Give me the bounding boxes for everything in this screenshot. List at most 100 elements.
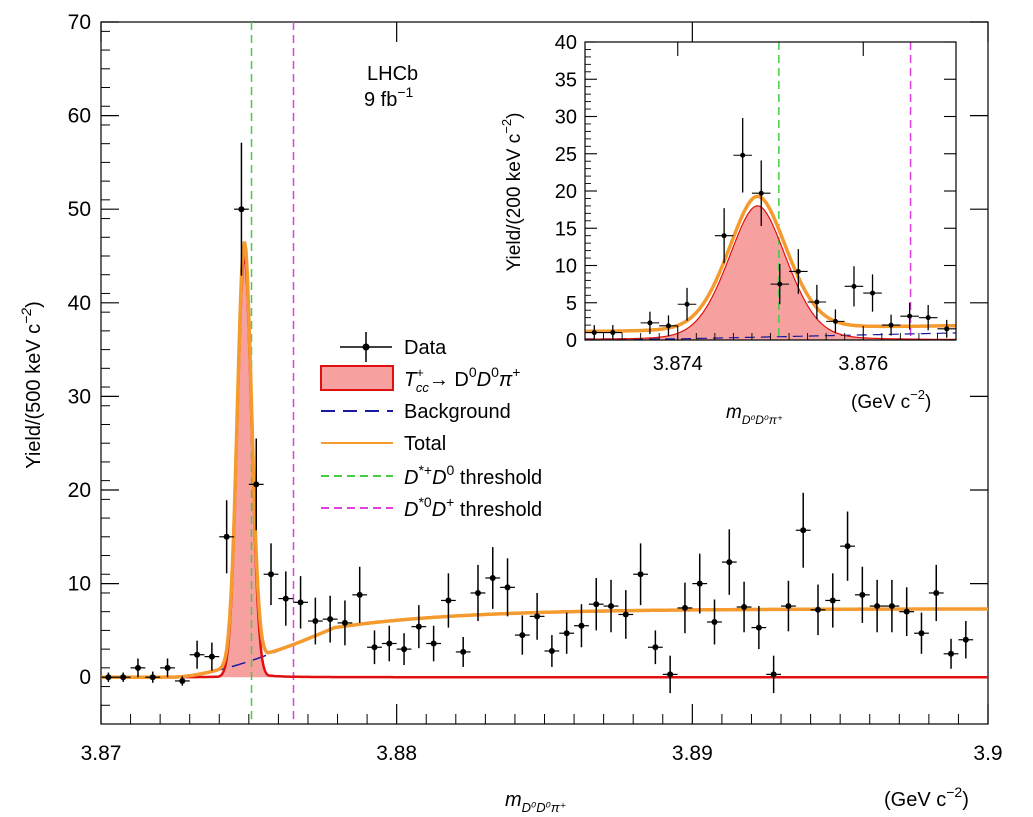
inset-y-tick-label: 5: [566, 293, 577, 315]
inset-total-curve: [585, 194, 957, 334]
inset-data-point: [714, 208, 734, 264]
data-point: [219, 500, 235, 574]
legend-signal-label: T+ cc→ D0D0π+: [404, 364, 520, 395]
data-point: [736, 581, 752, 633]
inset-data-point: [844, 266, 864, 307]
y-tick-label: 50: [68, 198, 91, 221]
data-point: [795, 492, 811, 568]
data-point: [692, 553, 708, 614]
data-point: [234, 142, 249, 276]
inset-data-point: [733, 117, 752, 193]
data-point: [766, 655, 782, 694]
legend-data-marker: [340, 332, 392, 362]
x-tick-label: 3.9: [973, 742, 1002, 765]
inset-data-point: [770, 264, 790, 305]
data-point: [500, 558, 515, 617]
inset-y-tick-label: 15: [555, 218, 577, 240]
data-point: [293, 576, 308, 629]
data-point: [204, 642, 220, 671]
inset-data-point: [751, 160, 771, 227]
inset-data-point: [826, 309, 845, 334]
data-point: [485, 547, 501, 609]
inset-y-axis-label: Yield/(200 keV c−2): [499, 113, 525, 272]
experiment-label: LHCb: [367, 63, 418, 85]
data-point: [899, 587, 915, 637]
data-point: [278, 571, 294, 626]
data-point: [647, 630, 663, 665]
data-point: [840, 511, 855, 581]
inset-y-tick-label: 25: [555, 144, 577, 166]
inset-y-tick-label: 0: [566, 330, 577, 352]
y-tick-label: 0: [79, 666, 91, 689]
inset-data-points: [585, 117, 956, 340]
legend-data-label: Data: [404, 337, 447, 359]
data-point: [352, 566, 368, 623]
y-tick-label: 20: [68, 479, 91, 502]
inset-data-point: [900, 302, 919, 330]
inset-signal-fill: [585, 205, 956, 340]
data-point: [544, 635, 560, 667]
inset-signal-curve: [584, 205, 956, 340]
data-point: [307, 597, 323, 645]
data-point: [145, 671, 161, 683]
data-point: [337, 600, 353, 646]
legend-signal-swatch: [320, 365, 394, 391]
legend-threshold2-label: D*0D+ threshold: [404, 494, 542, 521]
legend-background-label: Background: [404, 401, 511, 423]
inset-y-tick-label: 35: [555, 69, 577, 91]
y-tick-label: 70: [68, 11, 91, 34]
data-point: [633, 543, 648, 606]
data-point: [618, 590, 634, 639]
data-point: [854, 566, 870, 623]
inset-x-tick-label: 3.874: [653, 353, 703, 375]
inset-y-tick-label: 20: [555, 181, 577, 203]
data-point: [721, 529, 737, 595]
inset-y-tick-label: 40: [555, 32, 577, 54]
main-y-axis-label: Yield/(500 keV c−2): [18, 301, 45, 469]
x-tick-label: 3.88: [376, 742, 417, 765]
data-point: [588, 577, 604, 631]
y-tick-label: 60: [68, 105, 91, 128]
data-point: [574, 604, 589, 648]
data-point: [381, 625, 397, 662]
data-point: [367, 630, 382, 665]
data-point: [441, 573, 456, 628]
inset-data-point: [881, 314, 901, 336]
data-point: [455, 636, 471, 667]
inset-data-point: [863, 274, 882, 312]
data-point: [426, 625, 442, 662]
legend-threshold1-label: D*+D0 threshold: [404, 462, 542, 489]
data-point: [810, 584, 826, 636]
y-tick-label: 10: [68, 573, 91, 596]
data-point: [115, 672, 131, 682]
data-point: [396, 633, 412, 666]
inset-data-point: [603, 325, 623, 340]
data-point: [248, 438, 264, 531]
data-point: [322, 595, 338, 643]
inset-x-axis-variable: mD⁰D⁰π⁺: [726, 402, 783, 427]
data-point: [529, 592, 545, 640]
data-point: [101, 672, 116, 682]
data-point: [174, 676, 190, 686]
data-point: [263, 543, 279, 606]
data-point: [914, 612, 929, 654]
data-point: [514, 615, 530, 655]
main-x-axis-variable: mD⁰D⁰π⁺: [505, 789, 566, 815]
data-point: [662, 655, 678, 694]
data-point: [928, 564, 944, 622]
x-tick-label: 3.87: [81, 742, 122, 765]
inset-data-point: [807, 284, 827, 320]
inset-data-point: [677, 287, 697, 321]
inset-axis-ticks: 0 5 10 15 20 25 30 35 40 3.874 3.876: [555, 32, 956, 375]
data-point: [130, 658, 146, 678]
main-fit-curves: [101, 22, 988, 724]
legend-total-label: Total: [404, 433, 446, 455]
inset-data-point: [659, 315, 678, 337]
inset-x-axis-unit: (GeV c−2): [851, 387, 931, 413]
data-point: [470, 564, 486, 622]
total-curve: [101, 241, 988, 679]
legend: Data T+ cc→ D0D0π+ Background Total D*+D0…: [320, 332, 542, 521]
